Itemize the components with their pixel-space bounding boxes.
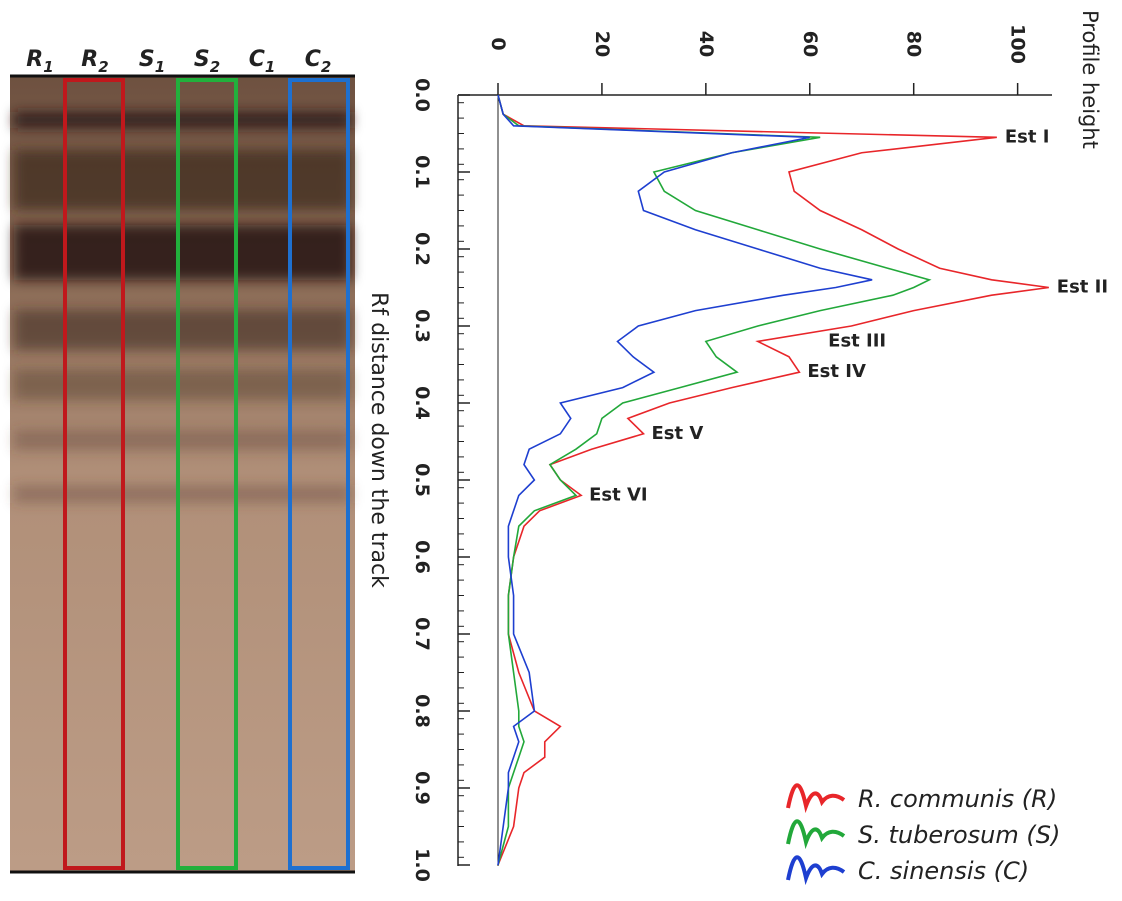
x-tick-label: 0.3 <box>411 309 433 343</box>
lane-subscript: 1 <box>265 58 275 76</box>
legend-label: R. communis (R) <box>858 785 1057 813</box>
lane-label: S2 <box>194 47 220 76</box>
x-tick-label: 0.5 <box>411 463 433 497</box>
y-tick-label: 40 <box>695 31 717 57</box>
lane-subscript: 1 <box>43 58 53 76</box>
x-tick-label: 0.8 <box>411 694 433 728</box>
y-tick-label: 0 <box>487 37 509 50</box>
lane-label: R2 <box>81 47 108 76</box>
lane-letter: R <box>26 47 43 72</box>
x-tick-label: 0.0 <box>411 78 433 112</box>
lane-subscript: 2 <box>321 58 331 76</box>
lane-subscript: 2 <box>98 58 108 76</box>
lane-letter: S <box>194 47 210 72</box>
x-tick-label: 0.6 <box>411 540 433 574</box>
series-line <box>497 94 1049 866</box>
lane-letter: C <box>305 47 321 72</box>
annotation: Est II <box>1057 277 1108 298</box>
x-tick-label: 0.9 <box>411 771 433 805</box>
y-tick-label: 20 <box>591 31 613 57</box>
y-tick-label: 100 <box>1007 24 1029 64</box>
lane-label: C2 <box>305 47 332 76</box>
lane-letter: R <box>81 47 98 72</box>
x-tick-label: 0.4 <box>411 386 433 420</box>
y-tick-label: 80 <box>903 31 925 57</box>
lane-letter: C <box>249 47 265 72</box>
lane-box <box>63 78 125 870</box>
x-tick-label: 1.0 <box>411 848 433 882</box>
lane-letter: S <box>139 47 155 72</box>
annotation: Est IV <box>807 361 866 382</box>
y-axis-label: Profile height <box>1078 10 1102 149</box>
x-tick-label: 0.7 <box>411 617 433 651</box>
gel-bands <box>14 112 351 503</box>
lane-label: C1 <box>249 47 276 76</box>
series-line <box>497 94 873 866</box>
lane-box <box>288 78 350 870</box>
legend-swatch <box>786 783 846 814</box>
gel <box>10 74 355 874</box>
annotation: Est III <box>828 330 886 351</box>
lane-subscript: 2 <box>210 58 220 76</box>
annotation: Est V <box>651 423 703 444</box>
legend-swatch <box>786 819 846 850</box>
annotation: Est VI <box>589 484 648 505</box>
annotation: Est I <box>1005 126 1050 147</box>
legend-label: S. tuberosum (S) <box>858 821 1060 849</box>
legend-label: C. sinensis (C) <box>858 857 1029 885</box>
series-line <box>497 94 932 866</box>
lane-label: R1 <box>26 47 53 76</box>
x-tick-label: 0.1 <box>411 155 433 189</box>
plot <box>457 94 1052 866</box>
lane-label: S1 <box>139 47 165 76</box>
x-axis-label: Rf distance down the track <box>366 292 391 588</box>
lane-subscript: 1 <box>155 58 165 76</box>
y-tick-label: 60 <box>799 31 821 57</box>
lane-box <box>176 78 238 870</box>
x-tick-label: 0.2 <box>411 232 433 266</box>
legend-swatch <box>786 855 846 886</box>
